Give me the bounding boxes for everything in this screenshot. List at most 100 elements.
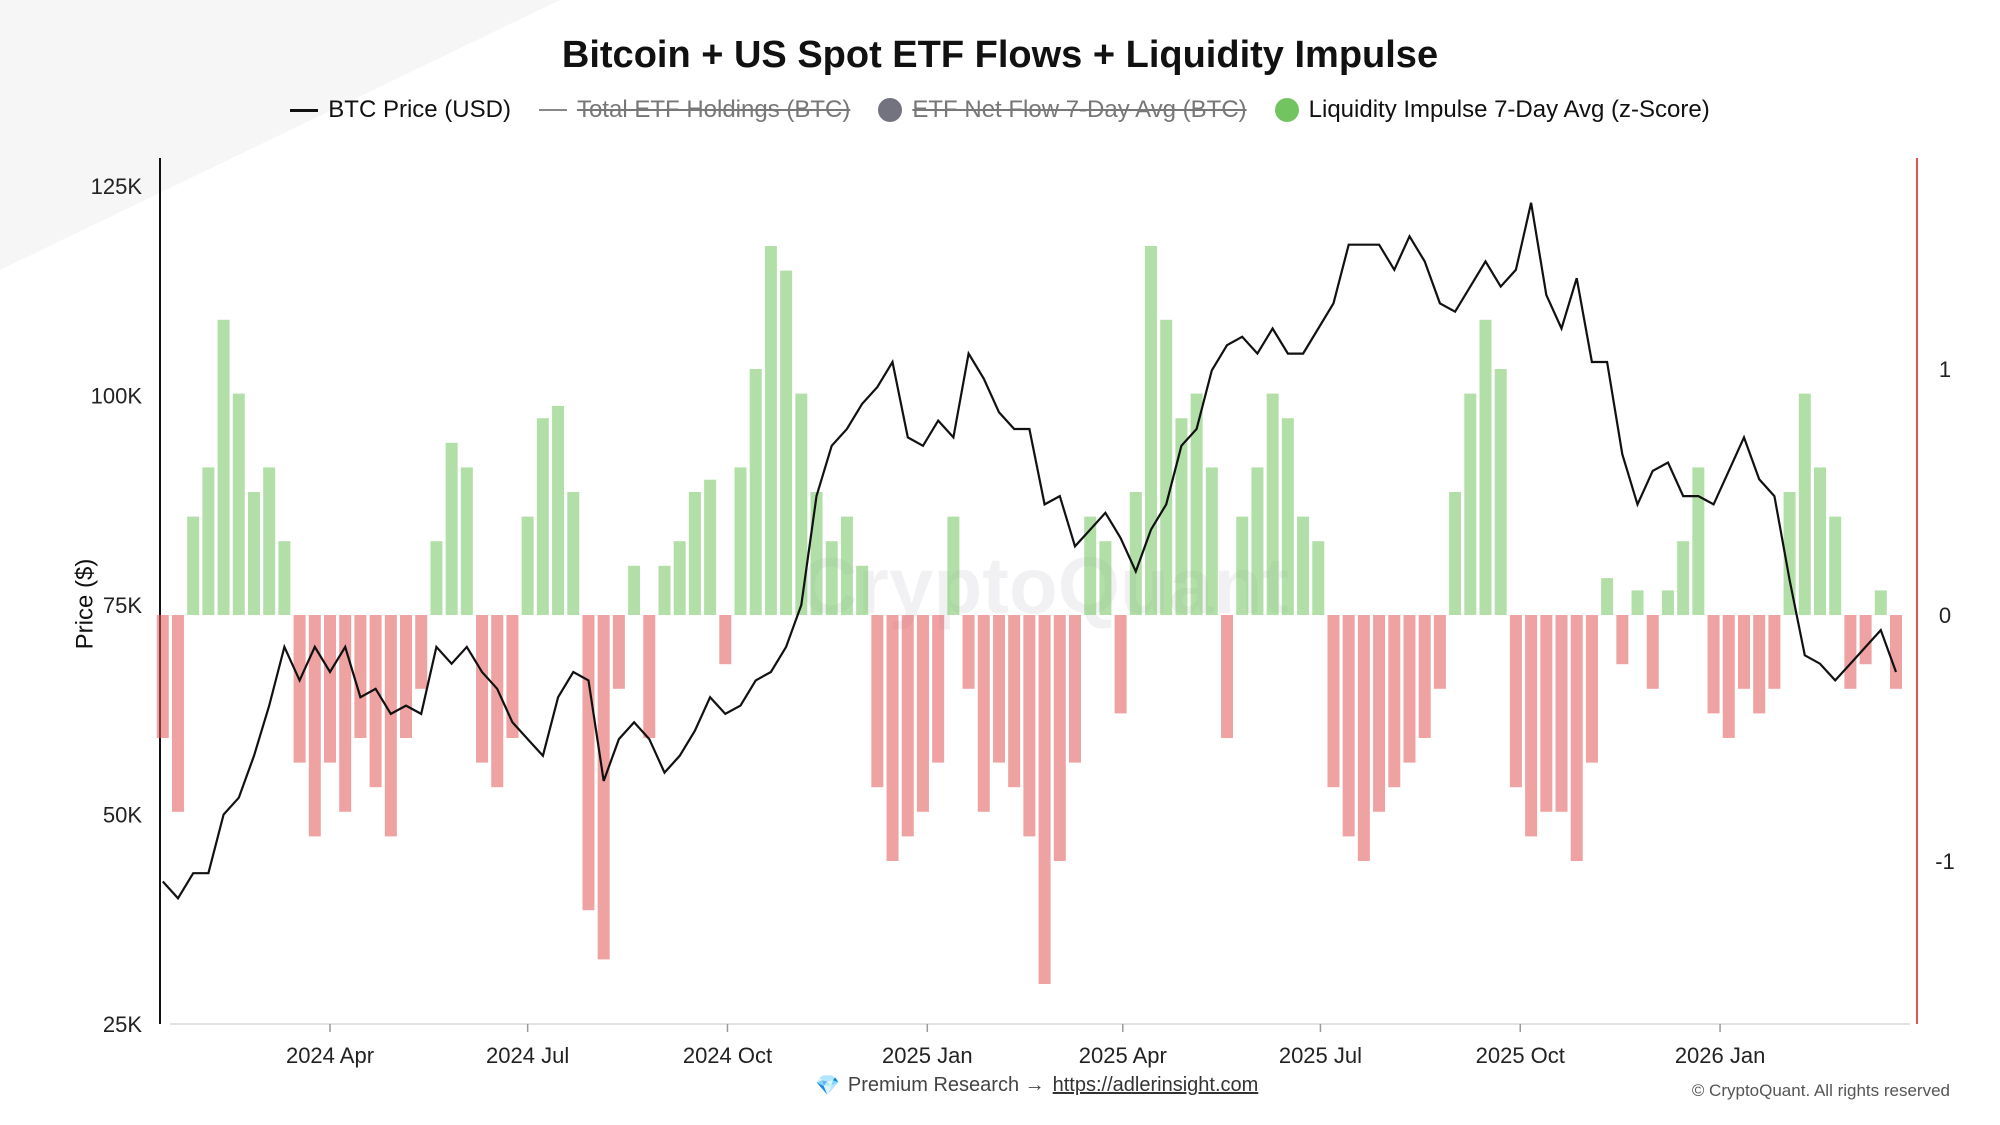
liquidity-bar bbox=[1783, 492, 1796, 615]
liquidity-bar bbox=[1068, 615, 1081, 763]
y-tick-label: 25K bbox=[103, 1012, 142, 1037]
liquidity-bar bbox=[1798, 393, 1811, 615]
liquidity-bar bbox=[217, 319, 230, 615]
legend-etf-netflow[interactable]: ETF Net Flow 7-Day Avg (BTC) bbox=[878, 96, 1247, 124]
liquidity-bar bbox=[947, 516, 960, 615]
liquidity-bar bbox=[1145, 246, 1158, 615]
liquidity-bar bbox=[1297, 516, 1310, 615]
line-swatch bbox=[290, 108, 319, 112]
y2-tick-label: -1 bbox=[1935, 849, 1955, 874]
liquidity-bar bbox=[339, 615, 352, 812]
liquidity-bar bbox=[506, 615, 519, 738]
x-tick-label: 2025 Jul bbox=[1279, 1043, 1362, 1068]
liquidity-bar bbox=[1388, 615, 1401, 788]
liquidity-bar bbox=[1008, 615, 1021, 788]
liquidity-bar bbox=[810, 492, 823, 615]
liquidity-bar bbox=[628, 565, 641, 615]
liquidity-bar bbox=[491, 615, 504, 788]
liquidity-bar bbox=[1053, 615, 1066, 861]
liquidity-bar bbox=[202, 467, 215, 615]
liquidity-bar bbox=[1175, 418, 1188, 615]
liquidity-bar bbox=[901, 615, 914, 837]
liquidity-bar bbox=[1890, 615, 1903, 689]
liquidity-bar bbox=[1707, 615, 1720, 714]
liquidity-bar bbox=[1570, 615, 1583, 861]
legend-label: ETF Net Flow 7-Day Avg (BTC) bbox=[912, 96, 1247, 123]
liquidity-bar bbox=[1190, 393, 1203, 615]
liquidity-bar bbox=[278, 541, 291, 615]
footer-text: Premium Research → bbox=[847, 1074, 1045, 1096]
liquidity-bar bbox=[1312, 541, 1325, 615]
liquidity-bar bbox=[1859, 615, 1872, 665]
liquidity-bar bbox=[795, 393, 808, 615]
liquidity-bar bbox=[719, 615, 732, 665]
liquidity-bar bbox=[1768, 615, 1781, 689]
liquidity-bar bbox=[1357, 615, 1370, 861]
liquidity-bar bbox=[597, 615, 610, 960]
liquidity-bar bbox=[1084, 516, 1097, 615]
liquidity-bar bbox=[247, 492, 260, 615]
liquidity-bar bbox=[673, 541, 686, 615]
x-tick-label: 2024 Jul bbox=[486, 1043, 569, 1068]
liquidity-bar bbox=[1616, 615, 1629, 665]
liquidity-bar bbox=[1373, 615, 1386, 812]
liquidity-bar bbox=[658, 565, 671, 615]
liquidity-bar bbox=[1433, 615, 1446, 689]
liquidity-bar bbox=[1692, 467, 1705, 615]
dot-swatch bbox=[1274, 98, 1299, 122]
liquidity-bar bbox=[1753, 615, 1766, 714]
liquidity-bar bbox=[1327, 615, 1340, 788]
liquidity-bar bbox=[552, 405, 565, 615]
liquidity-bar bbox=[460, 467, 473, 615]
x-tick-label: 2026 Jan bbox=[1675, 1043, 1766, 1068]
y-tick-label: 75K bbox=[103, 593, 142, 618]
liquidity-bar bbox=[324, 615, 336, 763]
gem-icon: 💎 bbox=[815, 1075, 840, 1097]
liquidity-bar bbox=[308, 615, 321, 837]
liquidity-bar bbox=[400, 615, 413, 738]
liquidity-bar bbox=[1540, 615, 1553, 812]
liquidity-bar bbox=[293, 615, 306, 763]
liquidity-bar bbox=[1449, 492, 1462, 615]
liquidity-bar bbox=[886, 615, 899, 861]
legend-label: BTC Price (USD) bbox=[328, 96, 511, 123]
liquidity-bar bbox=[1038, 615, 1051, 984]
liquidity-bar bbox=[1403, 615, 1416, 763]
liquidity-bar bbox=[1342, 615, 1355, 837]
liquidity-bar bbox=[1114, 615, 1127, 714]
legend-btc-price[interactable]: BTC Price (USD) bbox=[290, 96, 511, 124]
liquidity-bar bbox=[916, 615, 929, 812]
liquidity-bar bbox=[1631, 590, 1644, 615]
liquidity-bar bbox=[612, 615, 625, 689]
liquidity-bar bbox=[1874, 590, 1887, 615]
x-tick-label: 2025 Jan bbox=[882, 1043, 973, 1068]
liquidity-bar bbox=[1129, 492, 1142, 615]
liquidity-bar bbox=[536, 418, 549, 615]
dot-swatch bbox=[878, 98, 903, 122]
liquidity-bar bbox=[263, 467, 276, 615]
liquidity-bar bbox=[1205, 467, 1218, 615]
liquidity-bar bbox=[156, 615, 169, 738]
liquidity-bar bbox=[856, 565, 869, 615]
liquidity-bar bbox=[1555, 615, 1568, 812]
liquidity-bar bbox=[780, 270, 793, 615]
legend-label: Total ETF Holdings (BTC) bbox=[576, 96, 851, 123]
legend-etf-holdings[interactable]: Total ETF Holdings (BTC) bbox=[538, 96, 851, 124]
liquidity-bar bbox=[977, 615, 990, 812]
liquidity-bar bbox=[1160, 319, 1173, 615]
liquidity-bar bbox=[840, 516, 853, 615]
footer-link[interactable]: https://adlerinsight.com bbox=[1052, 1074, 1259, 1096]
liquidity-bar bbox=[871, 615, 884, 788]
liquidity-bar bbox=[430, 541, 443, 615]
btc-price-line bbox=[161, 202, 1898, 901]
chart-title: Bitcoin + US Spot ETF Flows + Liquidity … bbox=[561, 34, 1439, 76]
x-tick-label: 2025 Oct bbox=[1476, 1043, 1565, 1068]
liquidity-bar bbox=[1494, 369, 1507, 615]
y-tick-label: 125K bbox=[91, 174, 143, 199]
y2-tick-label: 1 bbox=[1939, 357, 1951, 382]
legend-liquidity-impulse[interactable]: Liquidity Impulse 7-Day Avg (z-Score) bbox=[1274, 96, 1710, 124]
copyright: © CryptoQuant. All rights reserved bbox=[1691, 1081, 1950, 1100]
liquidity-bar bbox=[232, 393, 245, 615]
liquidity-bar bbox=[1601, 578, 1614, 615]
